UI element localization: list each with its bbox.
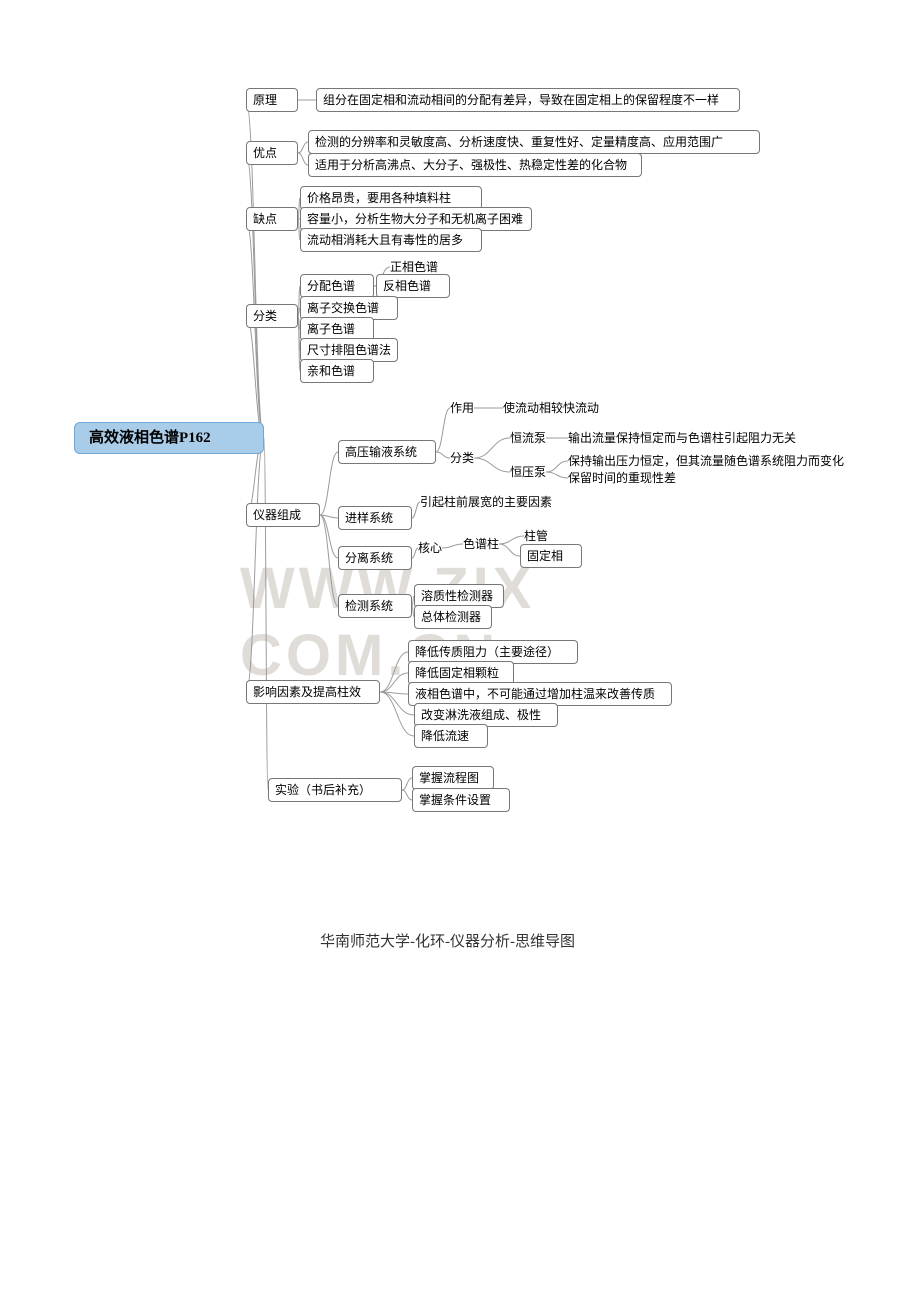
mindmap-node: 优点 — [246, 141, 298, 165]
mindmap-node: 引起柱前展宽的主要因素 — [420, 494, 552, 510]
mindmap-node: 掌握条件设置 — [412, 788, 510, 812]
mindmap-node: 适用于分析高沸点、大分子、强极性、热稳定性差的化合物 — [308, 153, 642, 177]
mindmap-node: 正相色谱 — [390, 259, 438, 275]
mindmap-node: 总体检测器 — [414, 605, 492, 629]
mindmap-node: 分离系统 — [338, 546, 412, 570]
mindmap-node: 恒流泵 — [510, 430, 546, 446]
mindmap-node: 分配色谱 — [300, 274, 374, 298]
mindmap-node: 柱管 — [524, 528, 548, 544]
mindmap-node: 影响因素及提高柱效 — [246, 680, 380, 704]
mindmap-node: 固定相 — [520, 544, 582, 568]
mindmap-node: 恒压泵 — [510, 464, 546, 480]
footer-caption: 华南师范大学-化环-仪器分析-思维导图 — [320, 930, 575, 951]
mindmap-node: 保持输出压力恒定，但其流量随色谱系统阻力而变化 — [568, 453, 844, 469]
mindmap-node: 实验（书后补充） — [268, 778, 402, 802]
mindmap-node: 检测的分辨率和灵敏度高、分析速度快、重复性好、定量精度高、应用范围广 — [308, 130, 760, 154]
watermark-text: WWW.ZIX COM.CN — [240, 555, 920, 689]
mindmap-node: 分类 — [246, 304, 298, 328]
mindmap-node: 输出流量保持恒定而与色谱柱引起阻力无关 — [568, 430, 796, 446]
mindmap-node: 原理 — [246, 88, 298, 112]
mindmap-node: 保留时间的重现性差 — [568, 470, 676, 486]
mindmap-node: 亲和色谱 — [300, 359, 374, 383]
mindmap-node: 流动相消耗大且有毒性的居多 — [300, 228, 482, 252]
mindmap-node: 高效液相色谱P162 — [74, 422, 264, 454]
mindmap-node: 分类 — [450, 450, 474, 466]
mindmap-node: 色谱柱 — [463, 536, 499, 552]
mindmap-node: 检测系统 — [338, 594, 412, 618]
mindmap-node: 组分在固定相和流动相间的分配有差异，导致在固定相上的保留程度不一样 — [316, 88, 740, 112]
mindmap-node: 核心 — [418, 540, 442, 556]
mindmap-node: 作用 — [450, 400, 474, 416]
mindmap-node: 仪器组成 — [246, 503, 320, 527]
mindmap-node: 反相色谱 — [376, 274, 450, 298]
mindmap-node: 进样系统 — [338, 506, 412, 530]
mindmap-node: 掌握流程图 — [412, 766, 494, 790]
mindmap-node: 缺点 — [246, 207, 298, 231]
mindmap-node: 高压输液系统 — [338, 440, 436, 464]
mindmap-node: 使流动相较快流动 — [503, 400, 599, 416]
mindmap-node: 降低流速 — [414, 724, 488, 748]
